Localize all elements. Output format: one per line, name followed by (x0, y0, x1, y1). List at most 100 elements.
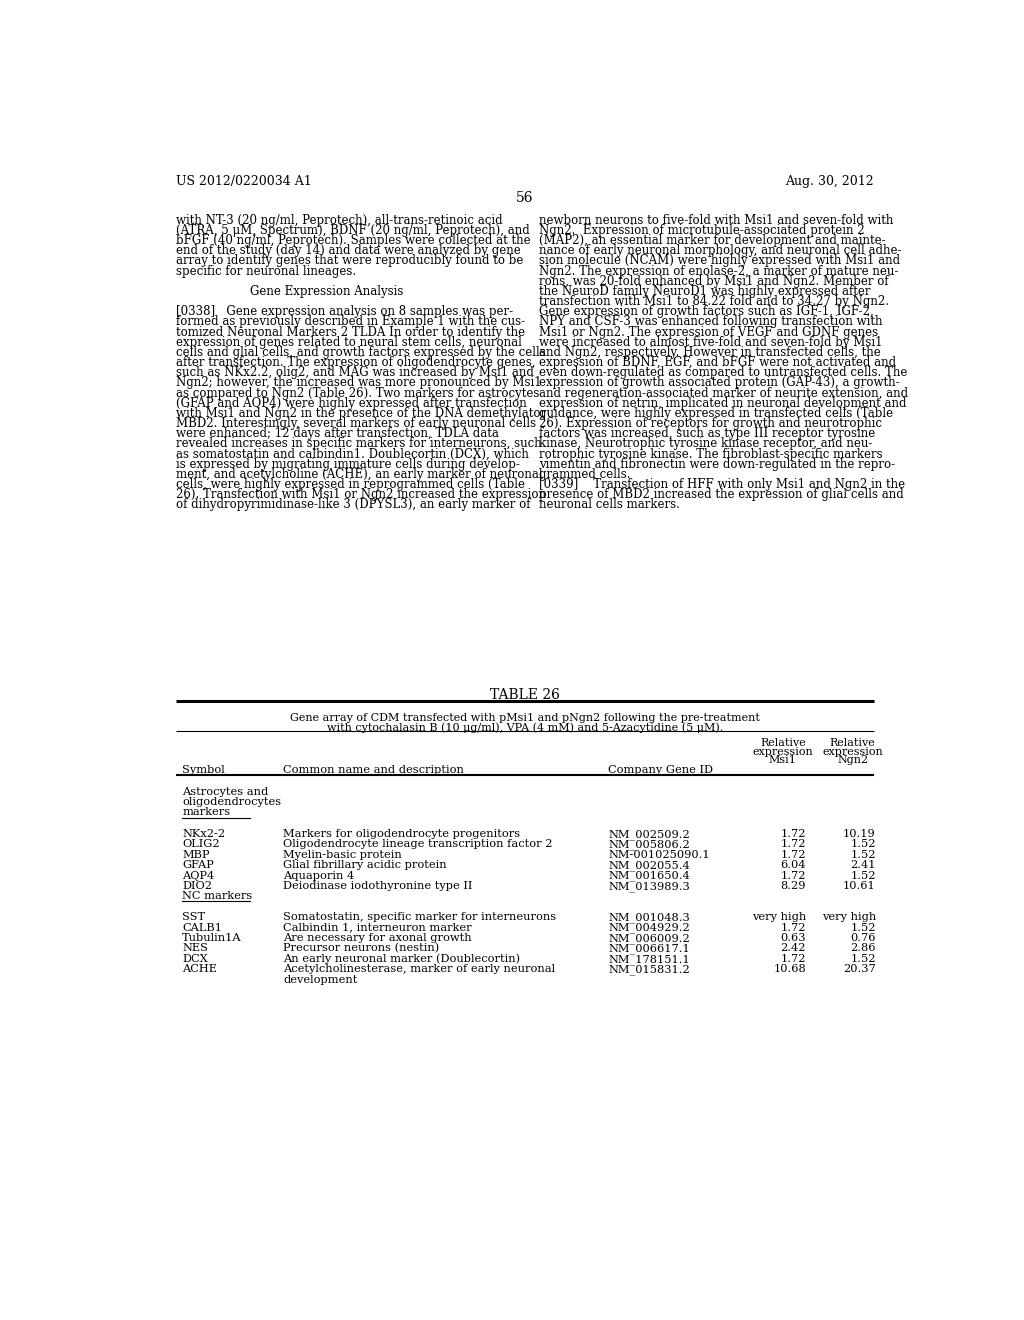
Text: Aquaporin 4: Aquaporin 4 (283, 871, 354, 880)
Text: 1.72: 1.72 (780, 954, 806, 964)
Text: oligodendrocytes: oligodendrocytes (182, 797, 282, 807)
Text: Gene Expression Analysis: Gene Expression Analysis (251, 285, 403, 298)
Text: and Ngn2, respectively. However in transfected cells, the: and Ngn2, respectively. However in trans… (539, 346, 881, 359)
Text: even down-regulated as compared to untransfected cells. The: even down-regulated as compared to untra… (539, 367, 907, 379)
Text: (ATRA, 5 μM, Spectrum), BDNF (20 ng/ml, Peprotech), and: (ATRA, 5 μM, Spectrum), BDNF (20 ng/ml, … (176, 224, 529, 238)
Text: were increased to almost five-fold and seven-fold by Msi1: were increased to almost five-fold and s… (539, 335, 883, 348)
Text: 1.52: 1.52 (850, 871, 876, 880)
Text: markers: markers (182, 807, 230, 817)
Text: development: development (283, 974, 357, 985)
Text: ACHE: ACHE (182, 964, 217, 974)
Text: 1.72: 1.72 (780, 840, 806, 850)
Text: array to identify genes that were reproducibly found to be: array to identify genes that were reprod… (176, 255, 523, 268)
Text: very high: very high (752, 912, 806, 923)
Text: ment, and acetylcholine (ACHE), an early marker of neuronal: ment, and acetylcholine (ACHE), an early… (176, 469, 543, 480)
Text: Precursor neurons (nestin): Precursor neurons (nestin) (283, 944, 439, 954)
Text: such as NKx2.2, olig2, and MAG was increased by Msi1 and: such as NKx2.2, olig2, and MAG was incre… (176, 367, 534, 379)
Text: expression: expression (822, 747, 883, 756)
Text: is expressed by migrating immature cells during develop-: is expressed by migrating immature cells… (176, 458, 520, 471)
Text: 10.68: 10.68 (773, 964, 806, 974)
Text: factors was increased, such as type III receptor tyrosine: factors was increased, such as type III … (539, 428, 874, 441)
Text: of dihydropyrimidinase-like 3 (DPYSL3), an early marker of: of dihydropyrimidinase-like 3 (DPYSL3), … (176, 499, 530, 511)
Text: 10.61: 10.61 (843, 880, 876, 891)
Text: Gene array of CDM transfected with pMsi1 and pNgn2 following the pre-treatment: Gene array of CDM transfected with pMsi1… (290, 713, 760, 723)
Text: Symbol: Symbol (182, 766, 225, 775)
Text: transfection with Msi1 to 84.22 fold and to 34.27 by Ngn2.: transfection with Msi1 to 84.22 fold and… (539, 296, 889, 308)
Text: as somatostatin and calbindin1. Doublecortin (DCX), which: as somatostatin and calbindin1. Doubleco… (176, 447, 529, 461)
Text: expression of growth associated protein (GAP-43), a growth-: expression of growth associated protein … (539, 376, 899, 389)
Text: 1.52: 1.52 (850, 850, 876, 859)
Text: bFGF (40 ng/ml, Peprotech). Samples were collected at the: bFGF (40 ng/ml, Peprotech). Samples were… (176, 234, 530, 247)
Text: Ngn2. The expression of enolase-2, a marker of mature neu-: Ngn2. The expression of enolase-2, a mar… (539, 265, 898, 277)
Text: Tubulin1A: Tubulin1A (182, 933, 242, 942)
Text: NM_001048.3: NM_001048.3 (608, 912, 690, 923)
Text: 2.41: 2.41 (850, 861, 876, 870)
Text: NM_006009.2: NM_006009.2 (608, 933, 690, 944)
Text: 1.72: 1.72 (780, 871, 806, 880)
Text: 6.04: 6.04 (780, 861, 806, 870)
Text: end of the study (day 14) and data were analyzed by gene: end of the study (day 14) and data were … (176, 244, 521, 257)
Text: and regeneration-associated marker of neurite extension, and: and regeneration-associated marker of ne… (539, 387, 908, 400)
Text: Company Gene ID: Company Gene ID (608, 766, 714, 775)
Text: Msi1: Msi1 (769, 755, 797, 766)
Text: NPY and CSF-3 was enhanced following transfection with: NPY and CSF-3 was enhanced following tra… (539, 315, 883, 329)
Text: 1.72: 1.72 (780, 923, 806, 933)
Text: after transfection. The expression of oligodendrocyte genes,: after transfection. The expression of ol… (176, 356, 536, 370)
Text: (GFAP and AQP4) were highly expressed after transfection: (GFAP and AQP4) were highly expressed af… (176, 397, 526, 409)
Text: 1.52: 1.52 (850, 923, 876, 933)
Text: as compared to Ngn2 (Table 26). Two markers for astrocytes: as compared to Ngn2 (Table 26). Two mark… (176, 387, 540, 400)
Text: Are necessary for axonal growth: Are necessary for axonal growth (283, 933, 472, 942)
Text: NM_002055.4: NM_002055.4 (608, 861, 690, 871)
Text: 1.72: 1.72 (780, 829, 806, 840)
Text: very high: very high (821, 912, 876, 923)
Text: NM_015831.2: NM_015831.2 (608, 964, 690, 975)
Text: Ngn2.  Expression of microtubule-associated protein 2: Ngn2. Expression of microtubule-associat… (539, 224, 864, 238)
Text: expression of netrin, implicated in neuronal development and: expression of netrin, implicated in neur… (539, 397, 906, 409)
Text: 26). Expression of receptors for growth and neurotrophic: 26). Expression of receptors for growth … (539, 417, 882, 430)
Text: Somatostatin, specific marker for interneurons: Somatostatin, specific marker for intern… (283, 912, 556, 923)
Text: OLIG2: OLIG2 (182, 840, 220, 850)
Text: 1.52: 1.52 (850, 954, 876, 964)
Text: expression of BDNF, EGF, and bFGF were not activated and: expression of BDNF, EGF, and bFGF were n… (539, 356, 896, 370)
Text: 8.29: 8.29 (780, 880, 806, 891)
Text: specific for neuronal lineages.: specific for neuronal lineages. (176, 265, 356, 277)
Text: revealed increases in specific markers for interneurons, such: revealed increases in specific markers f… (176, 437, 542, 450)
Text: DCX: DCX (182, 954, 208, 964)
Text: were enhanced; 12 days after transfection, TDLA data: were enhanced; 12 days after transfectio… (176, 428, 499, 441)
Text: An early neuronal marker (Doublecortin): An early neuronal marker (Doublecortin) (283, 954, 520, 965)
Text: tomized Neuronal Markers 2 TLDA In order to identify the: tomized Neuronal Markers 2 TLDA In order… (176, 326, 525, 339)
Text: 0.63: 0.63 (780, 933, 806, 942)
Text: neuronal cells markers.: neuronal cells markers. (539, 499, 680, 511)
Text: NM-001025090.1: NM-001025090.1 (608, 850, 710, 859)
Text: 56: 56 (516, 191, 534, 205)
Text: NM_178151.1: NM_178151.1 (608, 954, 690, 965)
Text: 0.76: 0.76 (850, 933, 876, 942)
Text: cells and glial cells, and growth factors expressed by the cells: cells and glial cells, and growth factor… (176, 346, 546, 359)
Text: NM_001650.4: NM_001650.4 (608, 871, 690, 882)
Text: NM_005806.2: NM_005806.2 (608, 840, 690, 850)
Text: MBP: MBP (182, 850, 210, 859)
Text: expression: expression (753, 747, 813, 756)
Text: rotrophic tyrosine kinase. The fibroblast-specific markers: rotrophic tyrosine kinase. The fibroblas… (539, 447, 883, 461)
Text: TABLE 26: TABLE 26 (489, 688, 560, 702)
Text: Relative: Relative (760, 738, 806, 748)
Text: 2.86: 2.86 (850, 944, 876, 953)
Text: Relative: Relative (829, 738, 876, 748)
Text: US 2012/0220034 A1: US 2012/0220034 A1 (176, 176, 311, 189)
Text: the NeuroD family NeuroD1 was highly expressed after: the NeuroD family NeuroD1 was highly exp… (539, 285, 870, 298)
Text: DIO2: DIO2 (182, 880, 212, 891)
Text: Aug. 30, 2012: Aug. 30, 2012 (785, 176, 873, 189)
Text: (MAP2), an essential marker for development and mainte-: (MAP2), an essential marker for developm… (539, 234, 886, 247)
Text: Astrocytes and: Astrocytes and (182, 787, 268, 797)
Text: cells, were highly expressed in reprogrammed cells (Table: cells, were highly expressed in reprogra… (176, 478, 525, 491)
Text: NM_013989.3: NM_013989.3 (608, 880, 690, 892)
Text: expression of genes related to neural stem cells, neuronal: expression of genes related to neural st… (176, 335, 522, 348)
Text: Acetylcholinesterase, marker of early neuronal: Acetylcholinesterase, marker of early ne… (283, 964, 555, 974)
Text: grammed cells.: grammed cells. (539, 469, 630, 480)
Text: Glial fibrillary acidic protein: Glial fibrillary acidic protein (283, 861, 446, 870)
Text: NM_006617.1: NM_006617.1 (608, 944, 690, 954)
Text: Myelin-basic protein: Myelin-basic protein (283, 850, 401, 859)
Text: [0339]    Transfection of HFF with only Msi1 and Ngn2 in the: [0339] Transfection of HFF with only Msi… (539, 478, 905, 491)
Text: Calbindin 1, interneuron marker: Calbindin 1, interneuron marker (283, 923, 472, 933)
Text: [0338]   Gene expression analysis on 8 samples was per-: [0338] Gene expression analysis on 8 sam… (176, 305, 513, 318)
